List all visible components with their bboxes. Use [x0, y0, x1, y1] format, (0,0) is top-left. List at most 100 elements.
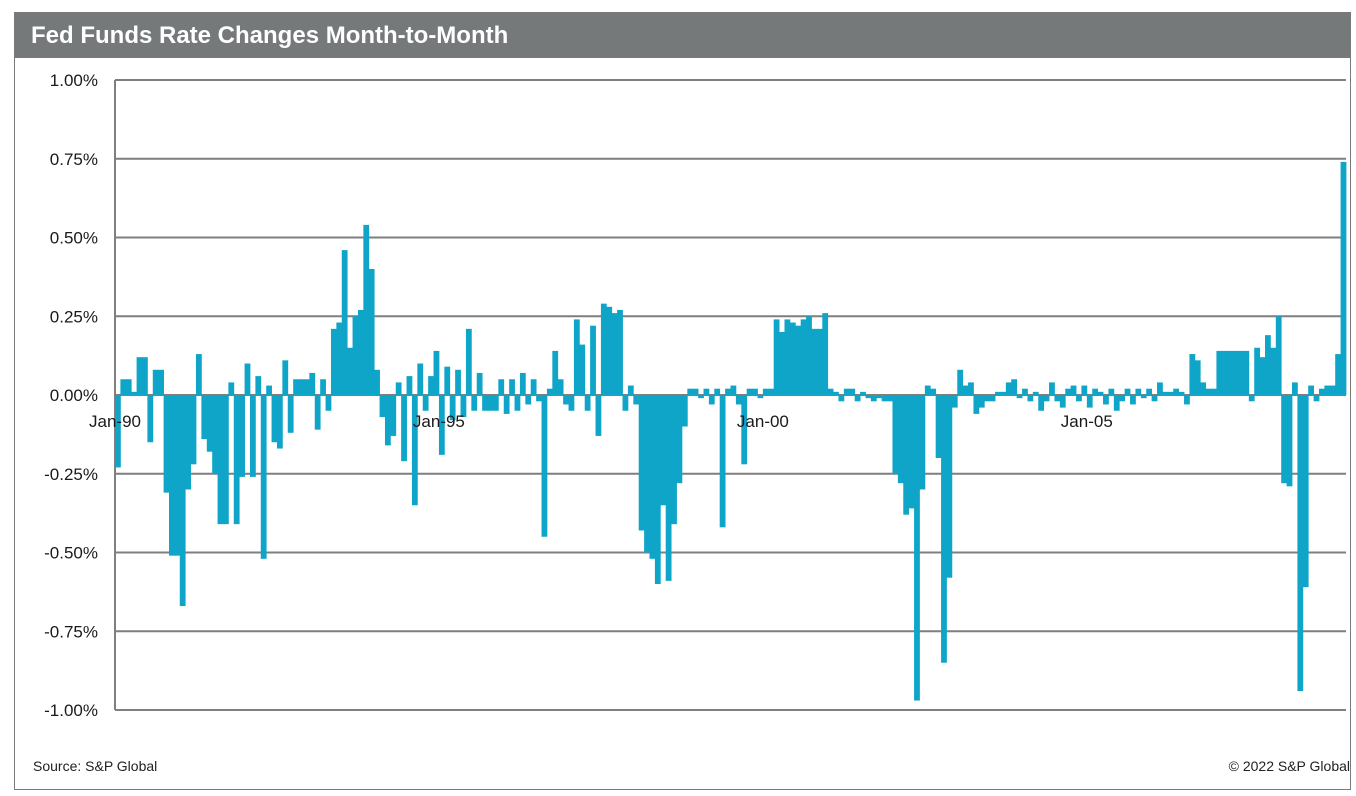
bar — [1270, 347, 1277, 395]
y-tick-label: 0.00% — [50, 386, 98, 405]
bar — [568, 395, 575, 411]
bar — [1238, 350, 1244, 395]
bar — [692, 388, 699, 395]
bar — [973, 395, 980, 414]
bar — [142, 357, 148, 395]
bar — [676, 395, 683, 484]
bar — [1292, 382, 1298, 395]
bar — [897, 395, 904, 484]
bar — [309, 372, 316, 395]
bar — [525, 395, 532, 405]
bar — [892, 395, 899, 474]
bar — [120, 379, 127, 395]
bar — [509, 379, 515, 395]
bar — [881, 395, 888, 402]
bar — [957, 369, 964, 395]
bar — [168, 395, 175, 556]
bars — [115, 161, 1347, 701]
bar — [1162, 391, 1169, 395]
bar — [514, 395, 521, 411]
bar — [1184, 395, 1190, 405]
bar — [719, 395, 726, 528]
bar — [174, 395, 181, 556]
bar — [152, 369, 159, 395]
bar — [800, 319, 807, 395]
bar — [1011, 379, 1018, 395]
bar — [212, 395, 218, 474]
bar — [303, 379, 310, 395]
bar — [930, 388, 937, 395]
bar — [1092, 388, 1099, 395]
bar — [573, 319, 580, 395]
bar — [314, 395, 321, 430]
bar — [843, 388, 850, 395]
bar — [870, 395, 877, 402]
bar — [1032, 391, 1039, 395]
bar — [444, 366, 451, 395]
bar — [228, 382, 235, 395]
bar — [395, 382, 402, 395]
bar — [708, 395, 715, 405]
bar — [255, 376, 262, 395]
bar — [579, 344, 586, 395]
bar — [1167, 391, 1174, 395]
bar — [735, 395, 742, 405]
bar — [1049, 382, 1055, 395]
bar — [989, 395, 996, 402]
bar — [746, 388, 753, 395]
bar — [1140, 395, 1147, 399]
bar — [779, 332, 785, 395]
bar — [762, 388, 769, 395]
bar — [849, 388, 856, 395]
bar — [703, 388, 710, 395]
bar — [595, 395, 602, 436]
bar — [1130, 395, 1136, 405]
x-tick-label: Jan-05 — [1061, 412, 1113, 431]
bar — [1243, 350, 1250, 395]
bar — [714, 388, 721, 395]
bar — [519, 372, 526, 395]
bar — [606, 306, 613, 395]
bar — [1065, 388, 1072, 395]
x-tick-label: Jan-95 — [413, 412, 465, 431]
bar — [1302, 395, 1309, 588]
bar — [1275, 316, 1282, 395]
bar — [541, 395, 548, 537]
bar — [1043, 395, 1050, 402]
bar — [627, 385, 634, 395]
bar — [390, 395, 397, 436]
bar — [1086, 395, 1093, 408]
bar — [282, 360, 289, 395]
bar — [838, 395, 845, 402]
bar — [406, 376, 413, 395]
bar — [1016, 395, 1023, 399]
bar — [919, 395, 926, 490]
bar — [1308, 385, 1315, 395]
bar — [190, 395, 197, 465]
bar — [1265, 335, 1271, 395]
bar — [1038, 395, 1045, 411]
bar — [163, 395, 170, 493]
bar — [347, 347, 353, 395]
bar — [1135, 388, 1142, 395]
bar — [665, 395, 672, 581]
bar — [131, 391, 137, 395]
bar — [471, 395, 478, 411]
bar — [1059, 395, 1066, 408]
bar — [1189, 354, 1196, 395]
bar — [1194, 360, 1201, 395]
bar — [266, 385, 272, 395]
bar — [1200, 382, 1207, 395]
bar — [115, 395, 121, 468]
bar — [1297, 395, 1304, 692]
bar — [1259, 357, 1266, 395]
bar — [563, 395, 569, 405]
bar — [995, 391, 1001, 395]
bar — [730, 385, 737, 395]
bar — [984, 395, 991, 402]
bar — [401, 395, 407, 462]
bar — [422, 395, 429, 411]
bar — [1108, 388, 1115, 395]
bar — [1205, 388, 1212, 395]
